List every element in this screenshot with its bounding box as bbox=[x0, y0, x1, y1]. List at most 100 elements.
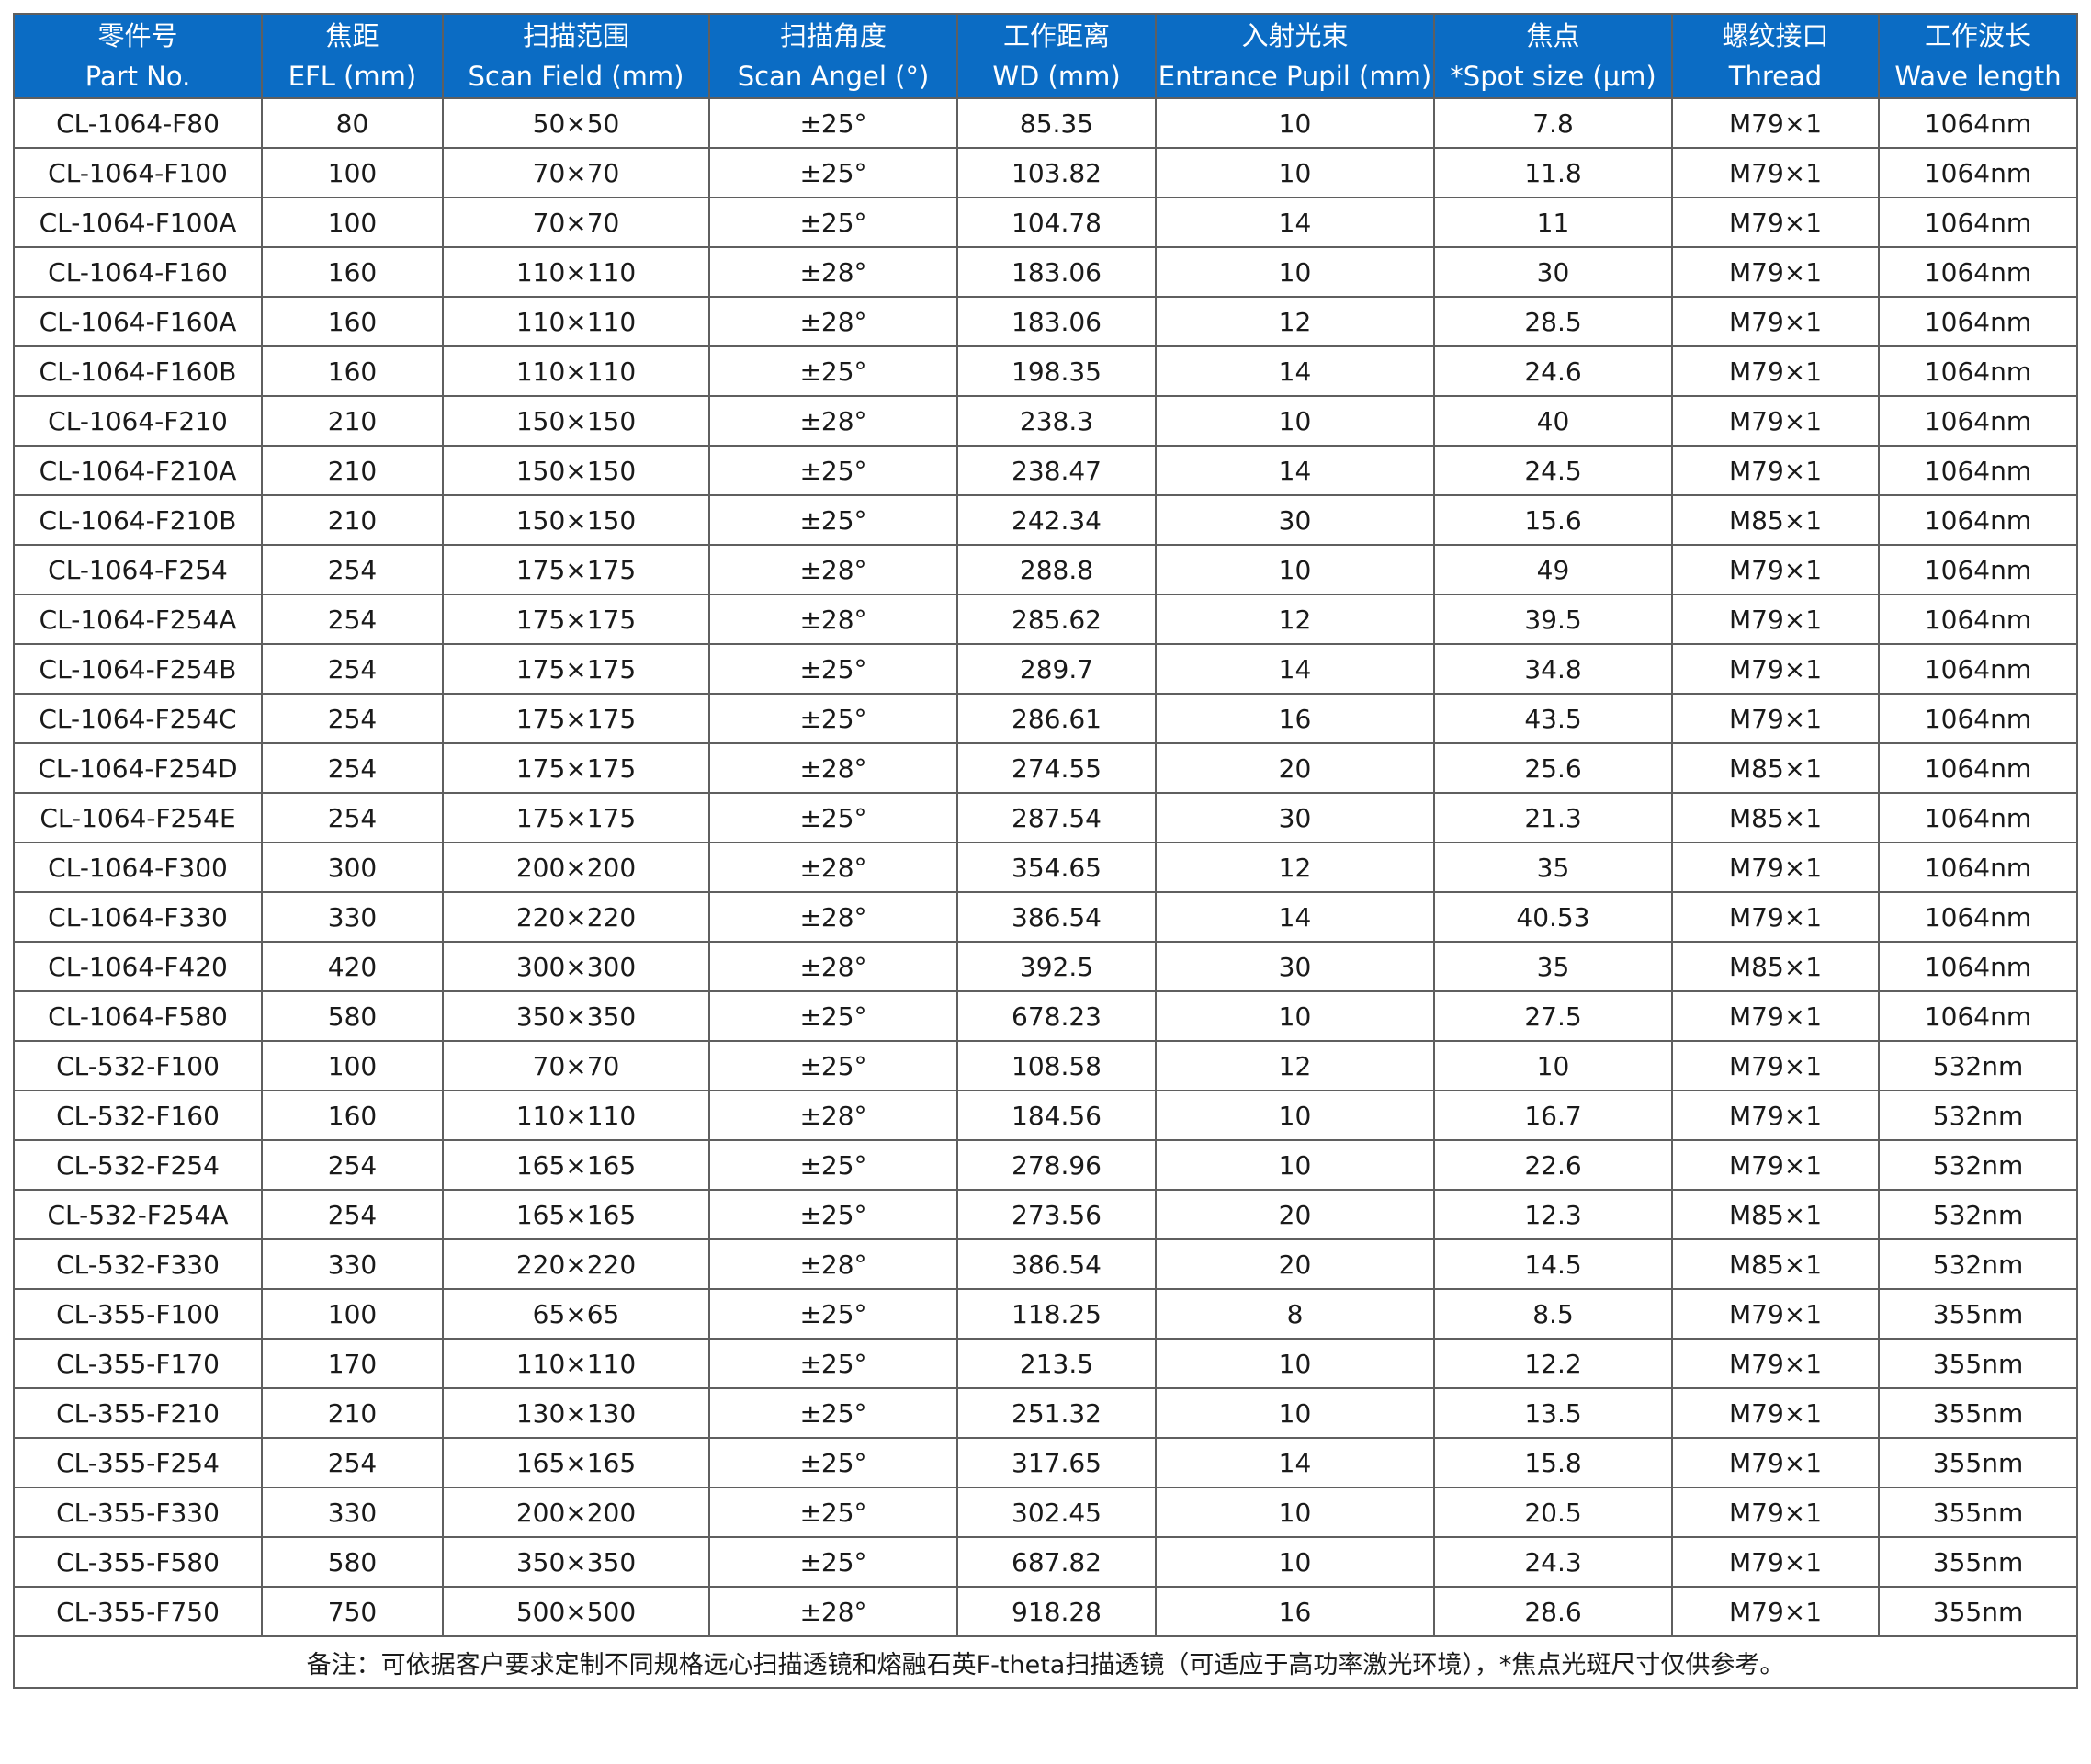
cell-wavelength: 1064nm bbox=[1878, 97, 2078, 149]
cell-spot-size: 24.6 bbox=[1433, 345, 1673, 397]
cell-scan-field: 70×70 bbox=[442, 1040, 710, 1091]
cell-scan-field: 165×165 bbox=[442, 1437, 710, 1488]
cell-scan-angle: ±28° bbox=[708, 594, 958, 645]
cell-scan-angle: ±28° bbox=[708, 891, 958, 943]
cell-part-no: CL-1064-F330 bbox=[13, 891, 263, 943]
cell-thread: M79×1 bbox=[1671, 296, 1880, 347]
column-header-entrance-pupil: 入射光束 Entrance Pupil (mm) bbox=[1155, 13, 1435, 99]
cell-spot-size: 28.5 bbox=[1433, 296, 1673, 347]
scan-lens-spec-table: 零件号 Part No. 焦距 EFL (mm) 扫描范围 Scan Field (mm)… bbox=[13, 13, 2078, 1689]
cell-scan-angle: ±28° bbox=[708, 544, 958, 595]
table-row: CL-532-F160 160 110×110 ±28° 184.56 10 16.7 M79… bbox=[13, 1090, 2078, 1141]
cell-entrance-pupil: 10 bbox=[1155, 147, 1435, 198]
column-header-zh: 零件号 bbox=[97, 20, 178, 51]
cell-entrance-pupil: 10 bbox=[1155, 544, 1435, 595]
cell-thread: M79×1 bbox=[1671, 1090, 1880, 1141]
cell-working-distance: 392.5 bbox=[956, 941, 1157, 992]
cell-efl: 254 bbox=[261, 544, 444, 595]
cell-entrance-pupil: 30 bbox=[1155, 494, 1435, 546]
cell-entrance-pupil: 14 bbox=[1155, 197, 1435, 248]
cell-scan-angle: ±28° bbox=[708, 296, 958, 347]
cell-working-distance: 104.78 bbox=[956, 197, 1157, 248]
cell-thread: M79×1 bbox=[1671, 1139, 1880, 1191]
cell-thread: M79×1 bbox=[1671, 1338, 1880, 1389]
cell-wavelength: 1064nm bbox=[1878, 147, 2078, 198]
cell-part-no: CL-1064-F160A bbox=[13, 296, 263, 347]
column-header-en: Scan Field (mm) bbox=[468, 61, 684, 92]
table-footer: 备注：可依据客户要求定制不同规格远心扫描透镜和熔融石英F-theta扫描透镜（可… bbox=[13, 1635, 2078, 1689]
cell-entrance-pupil: 10 bbox=[1155, 395, 1435, 447]
table-row: CL-1064-F160 160 110×110 ±28° 183.06 10 30 M79×… bbox=[13, 246, 2078, 298]
cell-entrance-pupil: 10 bbox=[1155, 1487, 1435, 1538]
column-header-wavelength: 工作波长 Wave length bbox=[1878, 13, 2078, 99]
cell-scan-angle: ±25° bbox=[708, 1139, 958, 1191]
table-row: CL-1064-F330 330 220×220 ±28° 386.54 14 40.53 M… bbox=[13, 891, 2078, 943]
cell-wavelength: 1064nm bbox=[1878, 296, 2078, 347]
cell-spot-size: 15.6 bbox=[1433, 494, 1673, 546]
cell-spot-size: 25.6 bbox=[1433, 742, 1673, 794]
cell-thread: M79×1 bbox=[1671, 1387, 1880, 1439]
cell-part-no: CL-1064-F160 bbox=[13, 246, 263, 298]
cell-efl: 300 bbox=[261, 842, 444, 893]
cell-thread: M79×1 bbox=[1671, 594, 1880, 645]
cell-thread: M79×1 bbox=[1671, 395, 1880, 447]
cell-efl: 254 bbox=[261, 594, 444, 645]
cell-entrance-pupil: 12 bbox=[1155, 842, 1435, 893]
cell-spot-size: 39.5 bbox=[1433, 594, 1673, 645]
cell-wavelength: 1064nm bbox=[1878, 246, 2078, 298]
cell-part-no: CL-1064-F100 bbox=[13, 147, 263, 198]
cell-working-distance: 183.06 bbox=[956, 246, 1157, 298]
table-row: CL-355-F580 580 350×350 ±25° 687.82 10 24.3 M79… bbox=[13, 1536, 2078, 1588]
column-header-zh: 螺纹接口 bbox=[1722, 20, 1829, 51]
cell-part-no: CL-355-F580 bbox=[13, 1536, 263, 1588]
cell-working-distance: 286.61 bbox=[956, 693, 1157, 744]
column-header-zh: 焦点 bbox=[1526, 20, 1580, 51]
cell-wavelength: 1064nm bbox=[1878, 494, 2078, 546]
cell-wavelength: 532nm bbox=[1878, 1090, 2078, 1141]
column-header-spot-size: 焦点 *Spot size (μm) bbox=[1433, 13, 1673, 99]
cell-efl: 254 bbox=[261, 643, 444, 695]
cell-scan-field: 70×70 bbox=[442, 197, 710, 248]
cell-scan-field: 175×175 bbox=[442, 544, 710, 595]
cell-wavelength: 1064nm bbox=[1878, 445, 2078, 496]
cell-part-no: CL-532-F100 bbox=[13, 1040, 263, 1091]
column-header-zh: 焦距 bbox=[325, 20, 379, 51]
cell-efl: 210 bbox=[261, 445, 444, 496]
cell-part-no: CL-1064-F300 bbox=[13, 842, 263, 893]
cell-part-no: CL-532-F254 bbox=[13, 1139, 263, 1191]
cell-scan-field: 220×220 bbox=[442, 891, 710, 943]
cell-spot-size: 35 bbox=[1433, 842, 1673, 893]
cell-scan-field: 110×110 bbox=[442, 246, 710, 298]
cell-scan-angle: ±28° bbox=[708, 1586, 958, 1637]
cell-working-distance: 238.47 bbox=[956, 445, 1157, 496]
cell-efl: 160 bbox=[261, 246, 444, 298]
cell-scan-field: 110×110 bbox=[442, 1338, 710, 1389]
cell-wavelength: 355nm bbox=[1878, 1338, 2078, 1389]
cell-working-distance: 242.34 bbox=[956, 494, 1157, 546]
cell-entrance-pupil: 10 bbox=[1155, 990, 1435, 1042]
cell-efl: 330 bbox=[261, 1487, 444, 1538]
cell-wavelength: 1064nm bbox=[1878, 197, 2078, 248]
cell-thread: M85×1 bbox=[1671, 494, 1880, 546]
cell-working-distance: 302.45 bbox=[956, 1487, 1157, 1538]
cell-thread: M79×1 bbox=[1671, 345, 1880, 397]
cell-wavelength: 1064nm bbox=[1878, 594, 2078, 645]
cell-thread: M79×1 bbox=[1671, 197, 1880, 248]
cell-spot-size: 15.8 bbox=[1433, 1437, 1673, 1488]
cell-scan-angle: ±25° bbox=[708, 1536, 958, 1588]
cell-wavelength: 355nm bbox=[1878, 1487, 2078, 1538]
cell-entrance-pupil: 14 bbox=[1155, 891, 1435, 943]
cell-scan-angle: ±25° bbox=[708, 1040, 958, 1091]
cell-scan-field: 150×150 bbox=[442, 494, 710, 546]
cell-scan-field: 50×50 bbox=[442, 97, 710, 149]
column-header-zh: 扫描范围 bbox=[522, 20, 629, 51]
cell-part-no: CL-1064-F160B bbox=[13, 345, 263, 397]
column-header-zh: 工作波长 bbox=[1924, 20, 2031, 51]
cell-part-no: CL-1064-F254E bbox=[13, 792, 263, 843]
cell-wavelength: 355nm bbox=[1878, 1387, 2078, 1439]
cell-efl: 210 bbox=[261, 494, 444, 546]
cell-working-distance: 184.56 bbox=[956, 1090, 1157, 1141]
table-row: CL-1064-F254 254 175×175 ±28° 288.8 10 49 M79×1… bbox=[13, 544, 2078, 595]
cell-scan-angle: ±28° bbox=[708, 1090, 958, 1141]
cell-efl: 100 bbox=[261, 197, 444, 248]
